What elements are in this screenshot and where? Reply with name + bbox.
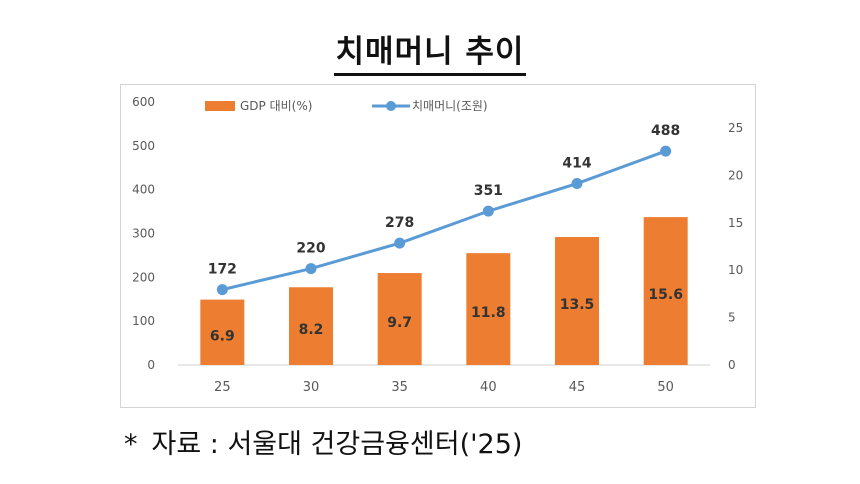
bar — [289, 287, 333, 365]
x-tick-label: 40 — [480, 380, 497, 395]
bar-value-label: 13.5 — [560, 297, 595, 313]
bar — [377, 273, 422, 365]
bar — [466, 253, 511, 365]
source-note: * 자료 : 서울대 건강금융센터('25) — [124, 422, 522, 461]
bar-value-label: 6.9 — [210, 328, 235, 344]
line-point — [305, 263, 317, 275]
line-value-label: 414 — [562, 156, 591, 172]
chart-frame — [120, 84, 756, 408]
x-axis: 25 30 35 40 45 50 — [214, 380, 674, 395]
bar — [555, 237, 599, 365]
x-tick-label: 30 — [303, 380, 320, 395]
legend-line-label: 치매머니(조원) — [412, 99, 488, 113]
line-value-label: 172 — [208, 262, 237, 278]
bar-value-label: 11.8 — [471, 305, 506, 321]
bar-value-label: 15.6 — [648, 287, 683, 303]
line-point — [482, 205, 494, 217]
chart-title: 치매머니 추이 — [0, 26, 860, 76]
left-tick-label: 300 — [132, 227, 155, 241]
line-data-labels: 172 220 278 351 414 488 — [208, 123, 681, 278]
bar-value-label: 8.2 — [299, 322, 324, 338]
line-point — [216, 284, 228, 296]
left-tick-label: 500 — [132, 139, 155, 153]
line-value-label: 220 — [296, 241, 325, 257]
chart-title-text: 치매머니 추이 — [333, 26, 527, 76]
bar-data-labels: 6.9 8.2 9.7 11.8 13.5 15.6 — [210, 287, 683, 344]
line-value-label: 278 — [385, 215, 414, 231]
source-marker: * — [124, 429, 138, 460]
x-tick-label: 45 — [569, 380, 586, 395]
legend-line-marker — [386, 101, 396, 111]
x-tick-label: 50 — [657, 380, 674, 395]
bar-value-label: 9.7 — [387, 315, 412, 331]
x-tick-label: 25 — [214, 380, 231, 395]
line-series-points — [216, 145, 672, 296]
left-tick-label: 400 — [132, 183, 155, 197]
left-tick-label: 100 — [132, 314, 155, 328]
right-tick-label: 0 — [728, 358, 736, 372]
right-tick-label: 10 — [728, 263, 743, 277]
right-tick-label: 20 — [728, 168, 743, 182]
legend-bar-swatch — [205, 101, 235, 111]
right-axis: 0 5 10 15 20 25 — [728, 121, 743, 372]
left-axis: 0 100 200 300 400 500 600 — [132, 95, 155, 372]
right-tick-label: 5 — [728, 311, 736, 325]
bar-series — [200, 217, 688, 365]
line-point — [394, 237, 406, 249]
source-text: 자료 : 서울대 건강금융센터('25) — [151, 429, 523, 460]
line-value-label: 351 — [474, 183, 503, 199]
line-point — [571, 178, 583, 190]
left-tick-label: 600 — [132, 95, 155, 109]
bar — [200, 299, 245, 365]
bar — [643, 217, 688, 365]
line-point — [660, 145, 672, 157]
line-value-label: 488 — [651, 123, 680, 139]
legend-bar-label: GDP 대비(%) — [240, 99, 312, 113]
legend: GDP 대비(%) 치매머니(조원) — [205, 99, 488, 113]
right-tick-label: 15 — [728, 216, 743, 230]
right-tick-label: 25 — [728, 121, 743, 135]
left-tick-label: 0 — [147, 358, 155, 372]
left-tick-label: 200 — [132, 270, 155, 284]
x-tick-label: 35 — [391, 380, 408, 395]
line-series-path — [221, 149, 667, 292]
